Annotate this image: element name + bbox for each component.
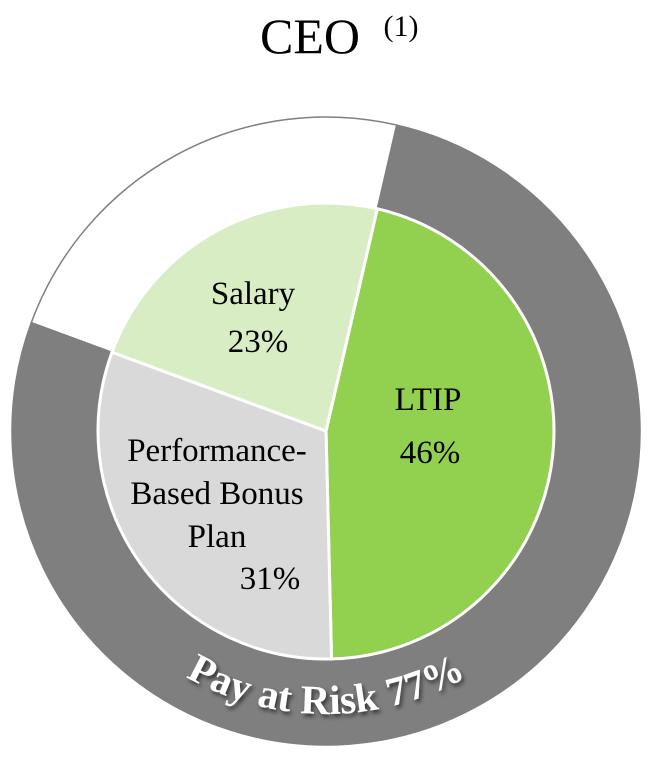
title-superscript: (1)	[384, 10, 419, 43]
chart-title: CEO	[260, 8, 360, 64]
value-label: 31%	[240, 561, 301, 597]
pie-slice	[96, 350, 334, 661]
value-label: 23%	[228, 324, 289, 360]
outer-ring: Pay at Risk77%	[11, 116, 641, 746]
category-box: Performance-Based Bonus Plan	[127, 433, 307, 555]
inner-pie: LTIP 46% Performance-Based Bonus Plan 31% Sa…	[96, 201, 556, 661]
pie-slice	[110, 201, 380, 433]
pie-slice	[324, 207, 556, 661]
value-label: 46%	[400, 435, 461, 471]
category-label: Salary	[211, 276, 296, 312]
category-label: LTIP	[395, 382, 462, 418]
category-label: Performance-Based Bonus Plan	[127, 433, 307, 555]
